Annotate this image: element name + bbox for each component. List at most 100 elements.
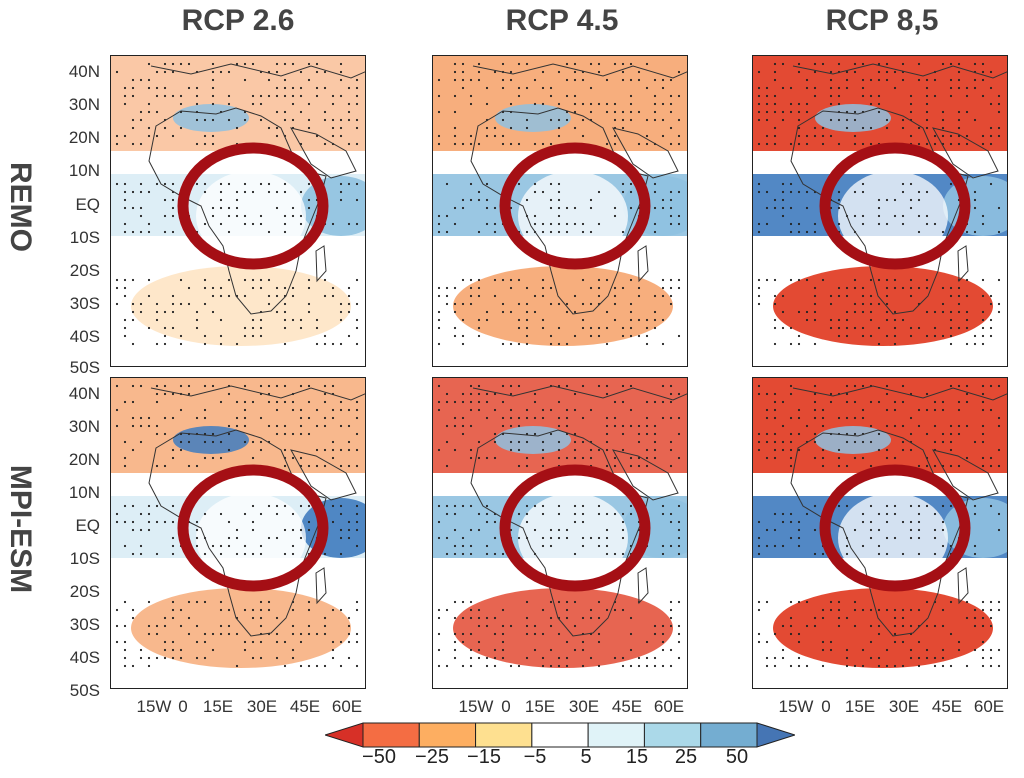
- africa-coastline: [470, 107, 649, 315]
- europe-coastline: [792, 63, 1007, 79]
- stipple-dot: [461, 334, 465, 338]
- stipple-dot: [981, 616, 985, 620]
- stipple-dot: [797, 190, 801, 194]
- stipple-dot: [501, 640, 505, 644]
- column-title-rcp26: RCP 2.6: [181, 4, 295, 37]
- stipple-dot: [781, 206, 785, 210]
- stipple-dot: [485, 126, 489, 130]
- stipple-dot: [877, 78, 881, 82]
- stipple-dot: [925, 286, 929, 290]
- stipple-dot: [925, 126, 929, 130]
- stipple-dot: [147, 600, 151, 604]
- stipple-dot: [653, 318, 657, 322]
- stipple-dot: [789, 664, 793, 668]
- stipple-dot: [211, 286, 215, 290]
- stipple-dot: [917, 230, 921, 234]
- stipple-dot: [557, 222, 561, 226]
- stipple-dot: [131, 278, 135, 282]
- stipple-dot: [461, 552, 465, 556]
- stipple-dot: [789, 278, 793, 282]
- stipple-dot: [661, 86, 665, 90]
- stipple-dot: [861, 416, 865, 420]
- lat-label: 30N: [68, 95, 100, 114]
- stipple-dot: [645, 318, 649, 322]
- stipple-dot: [347, 464, 351, 468]
- stipple-dot: [243, 608, 247, 612]
- stipple-dot: [613, 456, 617, 460]
- stipple-dot: [669, 392, 673, 396]
- stipple-dot: [323, 110, 327, 114]
- stipple-dot: [757, 600, 761, 604]
- stipple-dot: [621, 448, 625, 452]
- stipple-dot: [869, 334, 873, 338]
- stipple-dot: [211, 456, 215, 460]
- stipple-dot: [331, 384, 335, 388]
- stipple-dot: [989, 656, 993, 660]
- stipple-dot: [853, 608, 857, 612]
- stipple-dot: [485, 512, 489, 516]
- stipple-dot: [629, 504, 633, 508]
- stipple-dot: [789, 624, 793, 628]
- central-africa-neutral: [838, 493, 948, 583]
- stipple-dot: [621, 78, 625, 82]
- stipple-dot: [757, 632, 761, 636]
- stipple-dot: [837, 206, 841, 210]
- stipple-dot: [453, 310, 457, 314]
- stipple-dot: [147, 62, 151, 66]
- stipple-dot: [541, 70, 545, 74]
- stipple-dot: [171, 230, 175, 234]
- stipple-dot: [501, 134, 505, 138]
- stipple-dot: [147, 504, 151, 508]
- arabia-coastline: [932, 127, 999, 179]
- stipple-dot: [789, 222, 793, 226]
- stipple-dot: [307, 520, 311, 524]
- stipple-dot: [219, 552, 223, 556]
- map-remo-rcp85-canvas: [753, 56, 1007, 366]
- stipple-dot: [123, 334, 127, 338]
- south-dry-band: [453, 588, 673, 668]
- stipple-dot: [525, 126, 529, 130]
- stipple-dot: [909, 528, 913, 532]
- stipple-dot: [307, 464, 311, 468]
- stipple-dot: [885, 126, 889, 130]
- stipple-dot: [501, 552, 505, 556]
- stipple-dot: [525, 326, 529, 330]
- stipple-dot: [469, 544, 473, 548]
- stipple-dot: [989, 408, 993, 412]
- stipple-dot: [541, 440, 545, 444]
- stipple-dot: [965, 664, 969, 668]
- stipple-dot: [781, 294, 785, 298]
- stipple-dot: [437, 326, 441, 330]
- stipple-dot: [797, 664, 801, 668]
- stipple-dot: [589, 286, 593, 290]
- stipple-dot: [925, 222, 929, 226]
- stipple-dot: [501, 400, 505, 404]
- stipple-dot: [789, 86, 793, 90]
- lat-label: 30N: [68, 417, 100, 436]
- stipple-dot: [789, 206, 793, 210]
- stipple-dot: [283, 110, 287, 114]
- stipple-dot: [997, 648, 1001, 652]
- stipple-dot: [565, 528, 569, 532]
- stipple-dot: [517, 278, 521, 282]
- stipple-dot: [653, 656, 657, 660]
- stipple-dot: [163, 416, 167, 420]
- stipple-dot: [171, 62, 175, 66]
- stipple-dot: [653, 326, 657, 330]
- stipple-dot: [645, 456, 649, 460]
- stipple-dot: [461, 302, 465, 306]
- stipple-dot: [243, 648, 247, 652]
- stipple-dot: [501, 384, 505, 388]
- stipple-dot: [203, 656, 207, 660]
- stipple-dot: [211, 142, 215, 146]
- stipple-dot: [677, 214, 681, 218]
- stipple-dot: [997, 600, 1001, 604]
- stipple-dot: [203, 416, 207, 420]
- stipple-dot: [885, 552, 889, 556]
- stipple-dot: [315, 632, 319, 636]
- stipple-dot: [323, 392, 327, 396]
- stipple-dot: [837, 118, 841, 122]
- stipple-dot: [901, 520, 905, 524]
- stipple-dot: [797, 278, 801, 282]
- stipple-dot: [909, 134, 913, 138]
